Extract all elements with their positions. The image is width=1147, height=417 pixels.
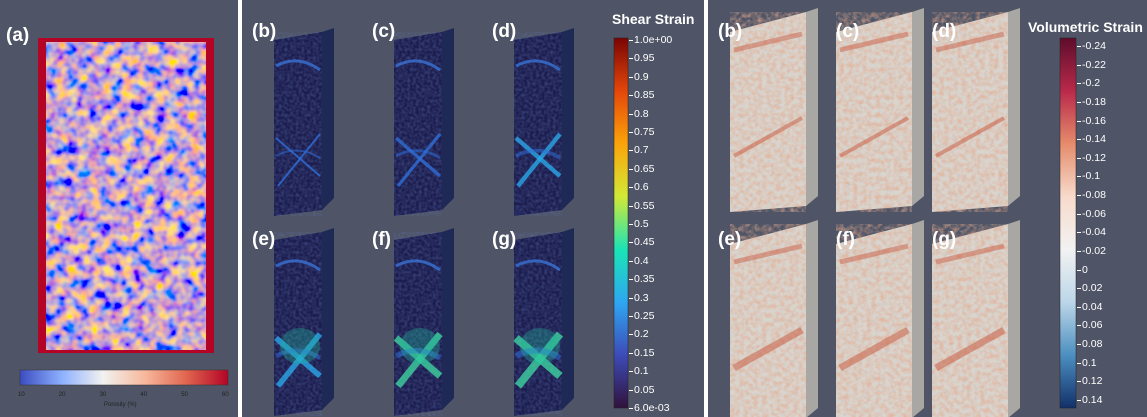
shear-strain-block [514, 28, 574, 216]
shear-tick-label: 0.45 [628, 236, 655, 249]
volumetric-strain-block [932, 220, 1020, 417]
shear-tick-label: 0.55 [628, 199, 655, 212]
shear-tick-label: 0.05 [628, 383, 655, 396]
porosity-tick-label: 10 [18, 392, 25, 398]
porosity-tick-label: 60 [222, 392, 229, 398]
volumetric-tick-label: -0.22 [1077, 58, 1106, 71]
shear-tick-label: 0.3 [629, 291, 649, 304]
shear-tick-label: 0.5 [629, 218, 649, 230]
shear-tick-label: 0.35 [628, 273, 655, 286]
volumetric-tick-label: -0.2 [1076, 77, 1101, 90]
volumetric-strain-block [730, 8, 818, 212]
shear-strain-block [274, 228, 334, 416]
shear-tick-label: 0.85 [628, 89, 655, 102]
shear-tick-label: 0.9 [629, 70, 649, 83]
volumetric-strain-panel: Volumetric Strain (b) (c) (d) (e) (f) (g) -0.… [708, 0, 1147, 417]
shear-tick-label: 0.75 [628, 126, 655, 138]
shear-tick-label: 1.0e+00 [628, 34, 673, 46]
porosity-field [46, 42, 206, 350]
shear-tick-label: 0.25 [628, 310, 655, 322]
porosity-colorbar [19, 369, 229, 386]
shear-panel-label: (g) [492, 229, 517, 250]
volumetric-tick-label: -0.06 [1077, 207, 1106, 220]
volumetric-tick-label: -0.24 [1077, 40, 1106, 52]
volumetric-tick-label: -0.12 [1077, 151, 1106, 164]
volumetric-panel-label: (b) [718, 21, 743, 42]
volumetric-panel-label: (d) [932, 21, 957, 42]
volumetric-tick-label: -0.02 [1077, 244, 1106, 257]
volumetric-panel-label: (f) [836, 229, 855, 250]
volumetric-tick-label: -0.1 [1076, 170, 1101, 183]
shear-tick-label: 0.95 [628, 52, 655, 65]
volumetric-tick-label: 0.06 [1076, 319, 1103, 332]
volumetric-panel-label: (c) [836, 21, 860, 42]
porosity-map [19, 38, 229, 386]
shear-panel-label: (d) [492, 21, 517, 42]
volumetric-tick-label: 0.1 [1077, 356, 1097, 369]
shear-tick-label: 0.15 [628, 346, 655, 359]
volumetric-strain-block [730, 220, 818, 417]
volumetric-tick-label: -0.16 [1077, 114, 1106, 127]
shear-strain-block [274, 28, 334, 216]
shear-panel-label: (f) [372, 229, 391, 250]
shear-panel-label: (e) [252, 229, 276, 250]
volumetric-strain-block [836, 8, 924, 212]
volumetric-tick-label: 0.02 [1076, 282, 1103, 295]
volumetric-tick-label: -0.08 [1077, 189, 1106, 202]
shear-panel-label: (c) [372, 21, 396, 42]
volumetric-tick-label: -0.18 [1077, 95, 1106, 108]
volumetric-tick-label: 0.14 [1076, 394, 1103, 406]
porosity-tick-label: 20 [58, 392, 66, 398]
volumetric-panel-label: (g) [932, 229, 957, 250]
shear-tick-label: 0.7 [629, 144, 649, 157]
porosity-tick-label: 50 [181, 392, 188, 398]
porosity-panel: (a) 10 20 30 40 50 60 Porosity (%) [0, 0, 238, 417]
porosity-left-boundary [38, 38, 46, 353]
volumetric-strain-block [932, 8, 1020, 212]
shear-panel-label: (b) [252, 21, 277, 42]
porosity-right-boundary [206, 38, 214, 353]
volumetric-tick-label: 0.12 [1076, 375, 1103, 388]
shear-tick-label: 0.4 [629, 254, 649, 267]
panel-label-a: (a) [6, 25, 30, 46]
volumetric-panel-label: (e) [718, 229, 742, 250]
porosity-tick-label: 30 [99, 392, 107, 398]
porosity-tick-label: 40 [140, 392, 148, 398]
shear-strain-block [513, 228, 574, 416]
volumetric-colorbar [1059, 37, 1077, 409]
porosity-colorbar-title: Porosity (%) [104, 402, 137, 408]
shear-strain-title: Shear Strain [612, 11, 695, 27]
shear-strain-panel: Shear Strain (b) (c) (d) (e) (f) (g) 1.0e+00 0… [242, 0, 704, 417]
volumetric-tick-label: -0.14 [1077, 133, 1106, 146]
shear-colorbar [613, 37, 629, 409]
shear-strain-blocks [274, 28, 629, 416]
shear-tick-label: 6.0e-03 [629, 402, 670, 414]
shear-tick-label: 0.1 [629, 365, 649, 378]
shear-tick-label: 0.8 [629, 107, 649, 120]
volumetric-tick-label: 0.04 [1076, 300, 1103, 313]
volumetric-strain-blocks [730, 8, 1077, 417]
volumetric-strain-block [836, 220, 924, 417]
volumetric-tick-label: 0.08 [1076, 338, 1103, 351]
shear-strain-block [394, 28, 454, 216]
shear-tick-label: 0.65 [628, 162, 655, 175]
shear-tick-label: 0.6 [629, 181, 649, 194]
shear-tick-label: 0.2 [629, 328, 649, 341]
shear-strain-block [393, 228, 454, 416]
volumetric-tick-label: 0 [1077, 263, 1088, 276]
volumetric-tick-label: -0.04 [1077, 226, 1106, 239]
volumetric-strain-title: Volumetric Strain [1028, 19, 1143, 35]
